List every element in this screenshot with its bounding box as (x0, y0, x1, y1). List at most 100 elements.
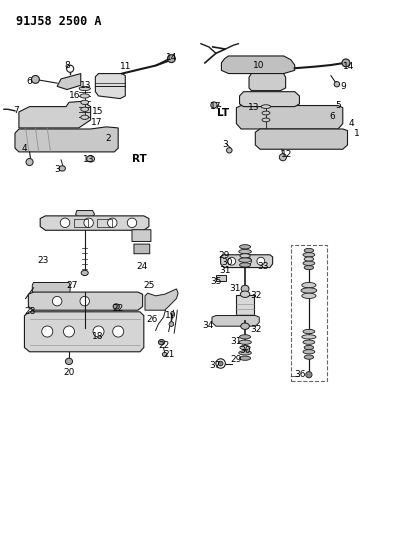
Circle shape (306, 372, 312, 378)
Text: 30: 30 (239, 346, 251, 355)
Ellipse shape (240, 335, 251, 339)
Polygon shape (255, 129, 348, 149)
Ellipse shape (81, 100, 89, 104)
Ellipse shape (241, 285, 249, 293)
Ellipse shape (158, 340, 165, 345)
Circle shape (218, 361, 223, 366)
Ellipse shape (301, 288, 317, 293)
Circle shape (279, 154, 286, 161)
Circle shape (342, 59, 350, 67)
Ellipse shape (303, 261, 315, 265)
Polygon shape (240, 92, 299, 107)
Bar (74, 219, 88, 227)
Text: 31: 31 (230, 337, 242, 345)
Text: 24: 24 (136, 262, 147, 271)
Bar (97, 219, 112, 227)
Ellipse shape (113, 304, 119, 309)
Text: 37: 37 (209, 361, 221, 369)
Text: 32: 32 (251, 325, 262, 334)
Ellipse shape (302, 335, 316, 339)
Text: 31: 31 (229, 285, 241, 293)
Ellipse shape (262, 118, 270, 122)
Text: 18: 18 (92, 333, 104, 341)
Circle shape (243, 257, 251, 265)
Text: 13: 13 (83, 156, 95, 164)
Ellipse shape (81, 107, 89, 111)
Ellipse shape (262, 111, 270, 115)
Ellipse shape (59, 166, 65, 171)
Text: 25: 25 (143, 281, 154, 289)
Polygon shape (221, 255, 273, 268)
Text: 31: 31 (219, 266, 231, 275)
Polygon shape (57, 74, 81, 90)
Ellipse shape (239, 351, 251, 355)
Ellipse shape (304, 265, 314, 270)
Polygon shape (19, 101, 91, 128)
Circle shape (113, 326, 124, 337)
Ellipse shape (241, 323, 249, 329)
Polygon shape (28, 292, 143, 310)
Ellipse shape (81, 115, 89, 119)
Circle shape (211, 102, 217, 108)
Ellipse shape (302, 293, 316, 298)
Polygon shape (76, 211, 95, 219)
Text: 28: 28 (24, 308, 35, 316)
Circle shape (60, 218, 70, 228)
Polygon shape (212, 316, 259, 326)
Text: 21: 21 (164, 350, 175, 359)
Ellipse shape (304, 248, 314, 253)
Circle shape (167, 55, 175, 62)
Text: 13: 13 (80, 81, 92, 90)
Ellipse shape (239, 258, 251, 262)
Circle shape (127, 218, 137, 228)
Text: 2: 2 (106, 134, 111, 143)
Circle shape (228, 257, 236, 265)
Ellipse shape (304, 257, 314, 261)
Text: 29: 29 (230, 356, 241, 364)
Circle shape (63, 326, 74, 337)
Ellipse shape (240, 345, 250, 350)
Ellipse shape (303, 340, 315, 344)
Bar (216, 275, 226, 281)
Text: 23: 23 (37, 256, 48, 264)
Ellipse shape (80, 94, 89, 98)
Polygon shape (95, 74, 125, 99)
Text: 9: 9 (340, 82, 346, 91)
Ellipse shape (261, 104, 271, 108)
Text: 3: 3 (223, 141, 228, 149)
Text: 5: 5 (335, 101, 341, 110)
Text: 33: 33 (257, 262, 269, 271)
Text: 27: 27 (66, 281, 77, 290)
Text: 13: 13 (248, 103, 260, 112)
Ellipse shape (302, 282, 316, 288)
Circle shape (216, 359, 225, 368)
Ellipse shape (303, 350, 315, 354)
Ellipse shape (162, 352, 167, 357)
Ellipse shape (239, 340, 251, 344)
Polygon shape (15, 127, 118, 152)
Text: 12: 12 (281, 150, 292, 159)
Text: 1: 1 (354, 129, 359, 138)
Ellipse shape (239, 249, 251, 254)
Ellipse shape (240, 263, 251, 267)
Text: 17: 17 (91, 118, 102, 127)
Circle shape (32, 76, 39, 83)
Text: 3: 3 (54, 165, 60, 174)
Polygon shape (40, 216, 149, 230)
Text: 6: 6 (26, 77, 32, 86)
Circle shape (80, 296, 89, 306)
Polygon shape (249, 74, 286, 91)
Text: 15: 15 (92, 108, 104, 116)
Circle shape (84, 218, 93, 228)
Text: LT: LT (217, 108, 229, 118)
Ellipse shape (79, 86, 90, 91)
Circle shape (52, 296, 62, 306)
Ellipse shape (227, 148, 232, 153)
Text: 35: 35 (210, 277, 222, 286)
Text: 16: 16 (69, 92, 81, 100)
Ellipse shape (65, 358, 72, 365)
Ellipse shape (240, 291, 250, 297)
Text: 19: 19 (164, 311, 176, 320)
Text: 34: 34 (203, 321, 214, 329)
Circle shape (26, 158, 33, 166)
